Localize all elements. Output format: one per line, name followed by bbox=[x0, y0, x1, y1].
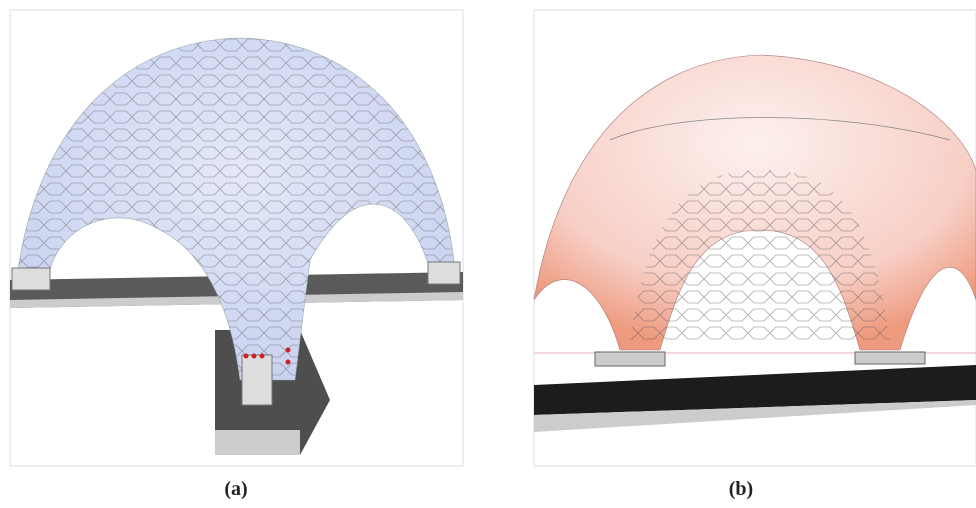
caption: (a) bbox=[206, 478, 266, 501]
page: (a) (b) (() => { const data = JSON.parse… bbox=[0, 0, 976, 508]
figure bbox=[0, 0, 976, 470]
panel-b-image bbox=[534, 10, 976, 466]
caption: (b) bbox=[711, 478, 771, 501]
panel-a-image bbox=[10, 10, 463, 466]
